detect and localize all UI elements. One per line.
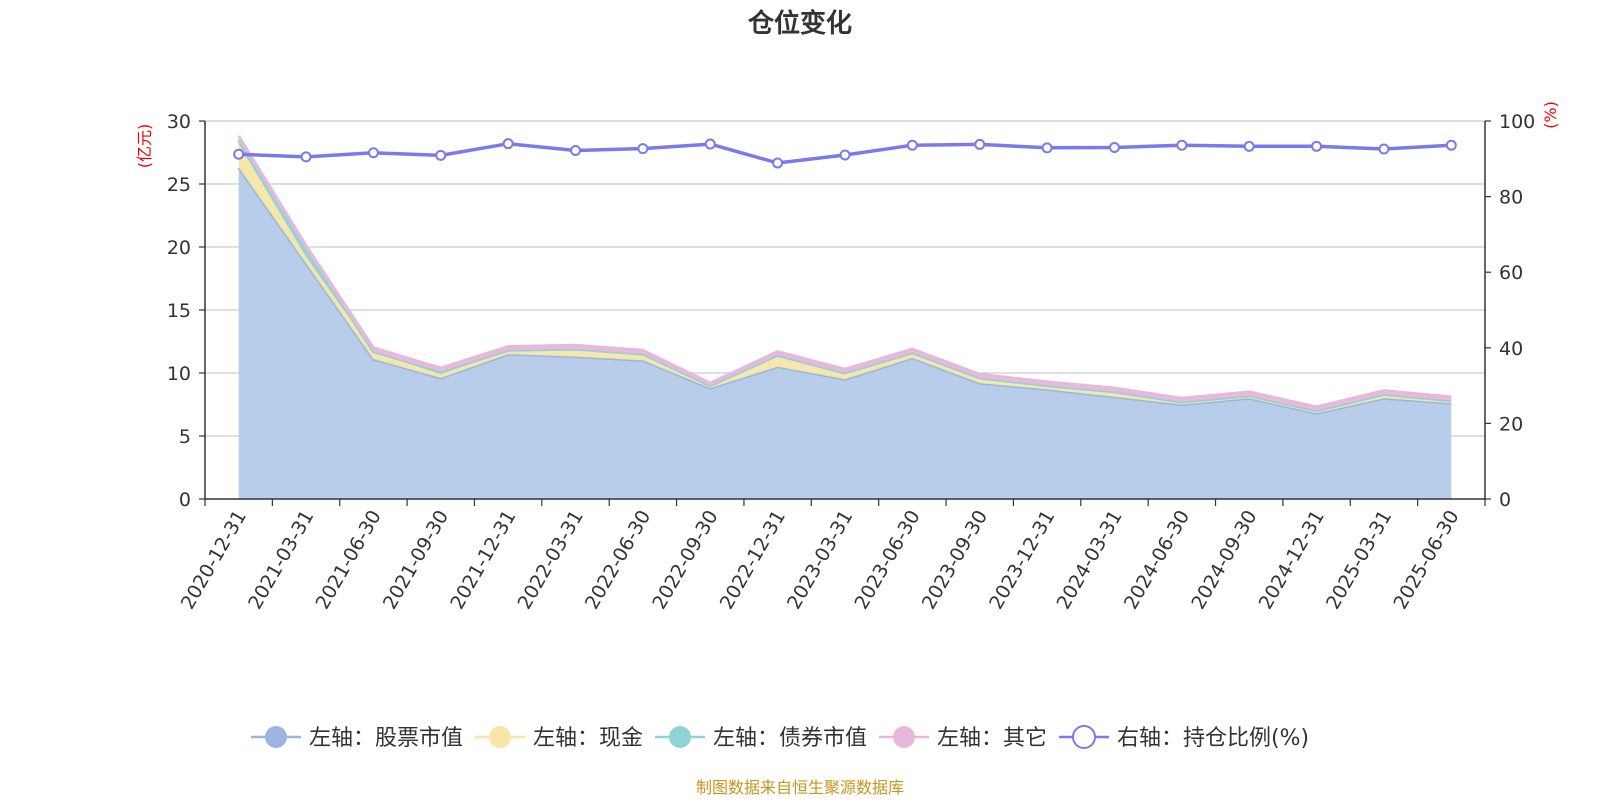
x-tick-label: 2022-03-31 <box>514 507 588 614</box>
right-tick-label: 40 <box>1499 338 1523 360</box>
ratio-point <box>704 138 716 150</box>
ratio-point <box>502 138 514 150</box>
ratio-point <box>1041 142 1053 154</box>
x-tick-label: 2023-06-30 <box>850 507 924 614</box>
left-tick-label: 10 <box>167 363 191 385</box>
left-tick-label: 5 <box>179 426 191 448</box>
ratio-line-series <box>233 138 1457 169</box>
ratio-point <box>906 139 918 151</box>
x-tick-label: 2023-12-31 <box>985 507 1059 614</box>
x-tick-label: 2024-03-31 <box>1053 507 1127 614</box>
legend-marker <box>265 726 287 748</box>
x-tick-label: 2023-09-30 <box>918 507 992 614</box>
x-tick-label: 2021-12-31 <box>446 507 520 614</box>
ratio-point <box>367 147 379 159</box>
ratio-point <box>1445 139 1457 151</box>
legend-label: 右轴：持仓比例(%) <box>1117 726 1309 751</box>
area-0 <box>238 167 1452 499</box>
ratio-point <box>974 138 986 150</box>
x-tick-label: 2024-12-31 <box>1255 507 1329 614</box>
area-series <box>237 135 1452 499</box>
left-tick-label: 20 <box>167 237 191 259</box>
x-tick-label: 2024-06-30 <box>1120 507 1194 614</box>
left-tick-label: 0 <box>179 489 191 511</box>
ratio-point <box>1378 143 1390 155</box>
right-tick-label: 80 <box>1499 187 1523 209</box>
x-tick-label: 2025-06-30 <box>1389 507 1463 614</box>
ratio-point <box>300 151 312 163</box>
ratio-point <box>233 148 245 160</box>
left-tick-label: 25 <box>167 174 191 196</box>
x-tick-label: 2022-06-30 <box>581 507 655 614</box>
x-tick-label: 2022-09-30 <box>648 507 722 614</box>
x-tick-label: 2020-12-31 <box>177 507 251 614</box>
left-axis-unit: (亿元) <box>135 124 154 169</box>
legend-label: 左轴：其它 <box>937 726 1047 751</box>
x-tick-label: 2021-06-30 <box>311 507 385 614</box>
legend-marker <box>1072 725 1096 749</box>
left-tick-label: 30 <box>167 111 191 133</box>
ratio-point <box>570 144 582 156</box>
ratio-point <box>435 149 447 161</box>
legend-marker <box>489 726 511 748</box>
x-tick-label: 2021-03-31 <box>244 507 318 614</box>
legend-label: 左轴：现金 <box>533 726 643 751</box>
right-tick-label: 20 <box>1499 413 1523 435</box>
ratio-point <box>772 157 784 169</box>
ratio-point <box>637 143 649 155</box>
x-tick-label: 2021-09-30 <box>379 506 453 613</box>
ratio-point <box>1108 141 1120 153</box>
x-tick-label: 2025-03-31 <box>1322 507 1396 614</box>
x-tick-label: 2022-12-31 <box>716 507 790 614</box>
legend-marker <box>669 726 691 748</box>
area-line-3 <box>237 135 1452 409</box>
right-tick-label: 100 <box>1499 111 1535 133</box>
legend: 左轴：股票市值 左轴：现金 左轴：债券市值 左轴：其它 右轴：持仓比例(%) <box>251 725 1309 751</box>
source-note: 制图数据来自恒生聚源数据库 <box>696 778 904 797</box>
left-tick-label: 15 <box>167 300 191 322</box>
legend-label: 左轴：债券市值 <box>713 726 867 751</box>
chart-title: 仓位变化 <box>747 8 852 39</box>
right-axis-unit: (%) <box>1541 101 1560 129</box>
legend-marker <box>893 726 915 748</box>
ratio-point <box>839 149 851 161</box>
right-tick-label: 60 <box>1499 262 1523 284</box>
right-tick-label: 0 <box>1499 489 1511 511</box>
x-tick-label: 2024-09-30 <box>1187 507 1261 614</box>
x-tick-label: 2023-03-31 <box>783 507 857 614</box>
legend-label: 左轴：股票市值 <box>309 726 463 751</box>
ratio-point <box>1176 139 1188 151</box>
ratio-point <box>1243 140 1255 152</box>
ratio-point <box>1311 140 1323 152</box>
